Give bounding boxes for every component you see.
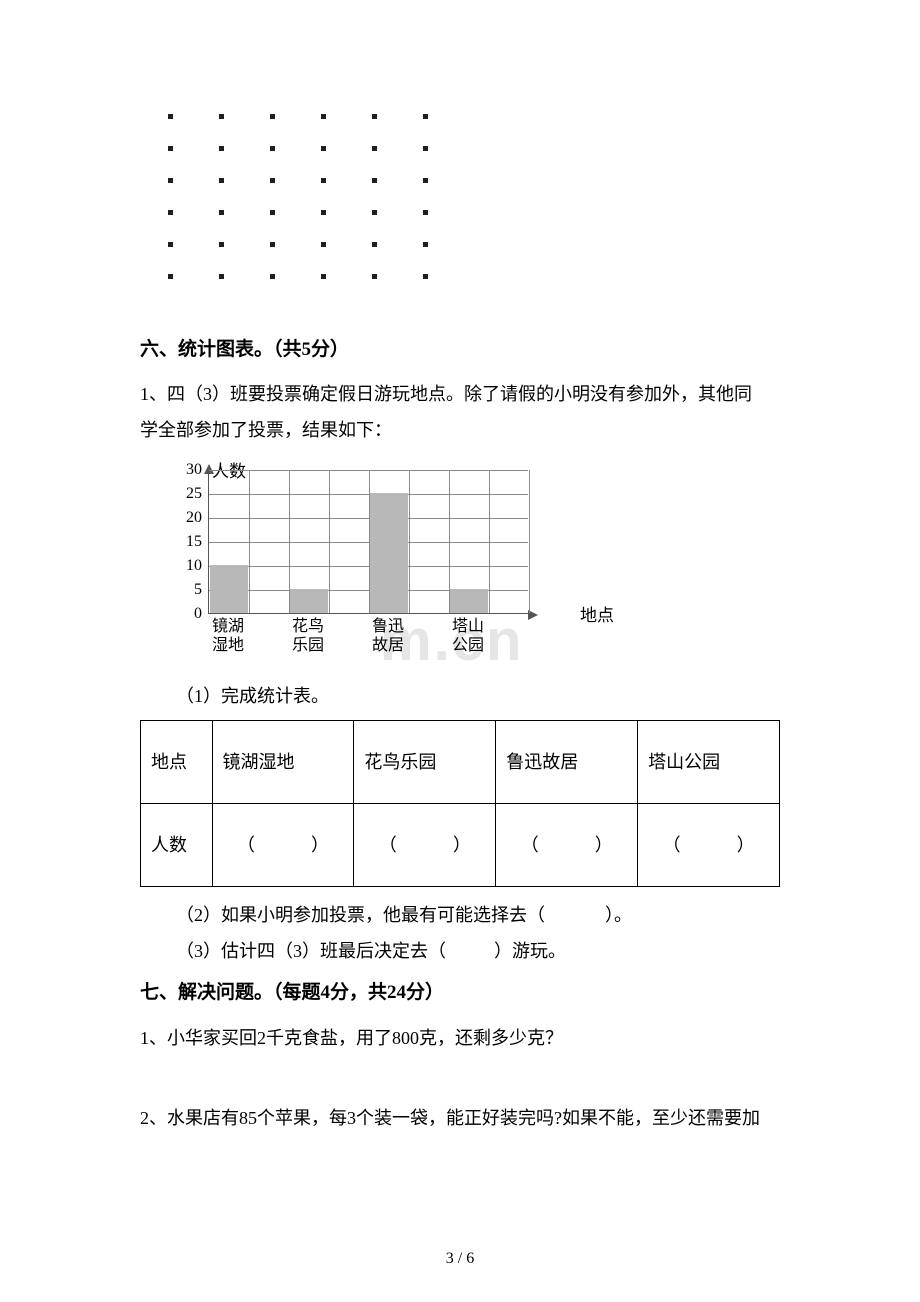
x-axis-label: 地点	[580, 600, 614, 632]
y-tick-label: 30	[174, 462, 202, 478]
y-tick-label: 5	[174, 582, 202, 598]
section-7-heading: 七、解决问题。（每题4分，共24分）	[140, 975, 780, 1011]
blank-cell: （）	[212, 804, 354, 887]
q1-intro-line1: 1、四（3）班要投票确定假日游玩地点。除了请假的小明没有参加外，其他同	[140, 376, 780, 412]
x-category-label: 塔山公园	[432, 617, 504, 655]
chart-bar	[210, 565, 248, 613]
s7-q1: 1、小华家买回2千克食盐，用了800克，还剩多少克？	[140, 1020, 780, 1056]
th-opt2: 花鸟乐园	[354, 721, 496, 804]
dot-grid	[168, 100, 780, 292]
th-opt3: 鲁迅故居	[496, 721, 638, 804]
sub-q3-prefix: （3）估计四（3）班最后决定去（	[176, 941, 446, 961]
chart-bar	[290, 589, 328, 613]
blank-cell: （）	[354, 804, 496, 887]
y-tick-label: 10	[174, 558, 202, 574]
sub-q1: （1）完成统计表。	[140, 678, 780, 714]
y-tick-label: 0	[174, 606, 202, 622]
s7-q2: 2、水果店有85个苹果，每3个装一袋，能正好装完吗?如果不能，至少还需要加	[140, 1100, 780, 1136]
table-row: 地点 镜湖湿地 花鸟乐园 鲁迅故居 塔山公园	[141, 721, 780, 804]
y-tick-label: 25	[174, 486, 202, 502]
y-tick-label: 20	[174, 510, 202, 526]
bar-chart: 人数 地点 镜湖湿地花鸟乐园鲁迅故居塔山公园 051015202530	[150, 458, 610, 668]
section-6-heading: 六、统计图表。（共5分）	[140, 332, 780, 368]
x-category-label: 鲁迅故居	[352, 617, 424, 655]
q1-intro-line2: 学全部参加了投票，结果如下：	[140, 412, 780, 448]
sub-q2-prefix: （2）如果小明参加投票，他最有可能选择去（	[176, 905, 545, 925]
chart-bar	[370, 493, 408, 613]
th-opt4: 塔山公园	[638, 721, 780, 804]
sub-q3: （3）估计四（3）班最后决定去（ ）游玩。	[140, 933, 780, 969]
blank-cell: （）	[638, 804, 780, 887]
row-label-count: 人数	[141, 804, 213, 887]
x-category-label: 花鸟乐园	[272, 617, 344, 655]
sub-q2: （2）如果小明参加投票，他最有可能选择去（ ）。	[140, 897, 780, 933]
chart-area	[208, 470, 528, 614]
x-category-label: 镜湖湿地	[192, 617, 264, 655]
chart-bar	[450, 589, 488, 613]
table-row: 人数 （） （） （） （）	[141, 804, 780, 887]
sub-q2-suffix: ）。	[605, 905, 632, 925]
sub-q3-suffix: ）游玩。	[494, 941, 566, 961]
y-tick-label: 15	[174, 534, 202, 550]
blank-cell: （）	[496, 804, 638, 887]
stat-table: 地点 镜湖湿地 花鸟乐园 鲁迅故居 塔山公园 人数 （） （） （） （）	[140, 720, 780, 887]
th-location: 地点	[141, 721, 213, 804]
th-opt1: 镜湖湿地	[212, 721, 354, 804]
page-number: 3 / 6	[0, 1244, 920, 1274]
